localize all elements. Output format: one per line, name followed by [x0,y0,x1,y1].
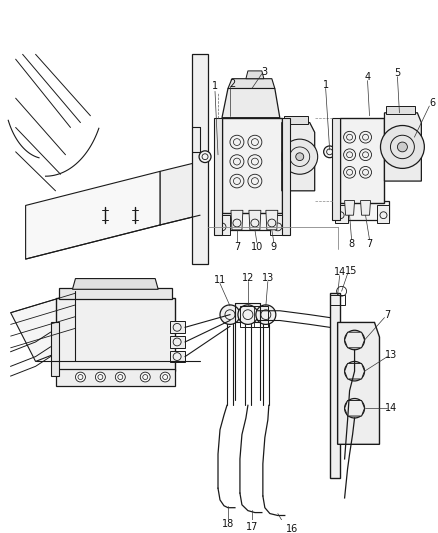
Polygon shape [59,288,172,299]
Polygon shape [170,321,185,333]
Text: 2: 2 [229,78,235,88]
Text: 5: 5 [394,68,401,78]
Text: 6: 6 [429,98,435,108]
Text: 18: 18 [222,519,234,529]
Polygon shape [330,293,339,479]
Circle shape [282,139,318,174]
Text: 7: 7 [384,310,391,320]
Polygon shape [345,364,364,379]
Circle shape [381,125,424,168]
Text: 16: 16 [286,524,298,533]
Text: 11: 11 [214,274,226,285]
Text: 7: 7 [367,239,373,249]
Text: 4: 4 [364,72,371,82]
Polygon shape [222,88,280,118]
Polygon shape [222,118,282,213]
Circle shape [296,153,304,160]
Polygon shape [246,71,264,79]
Polygon shape [335,200,389,220]
Text: 1: 1 [323,79,329,90]
Polygon shape [170,351,185,362]
Circle shape [160,372,170,382]
Polygon shape [214,118,222,235]
Polygon shape [160,161,200,225]
Polygon shape [345,332,364,348]
Circle shape [324,146,336,158]
Text: 14: 14 [333,266,346,277]
Circle shape [345,399,364,418]
Polygon shape [335,205,348,223]
Text: 13: 13 [262,272,274,282]
Polygon shape [338,322,379,445]
Circle shape [256,305,276,325]
Polygon shape [282,123,314,191]
Polygon shape [332,118,339,220]
Polygon shape [228,79,275,88]
Polygon shape [284,116,308,124]
Polygon shape [56,298,175,371]
Polygon shape [50,322,59,376]
Polygon shape [386,106,415,114]
Text: 15: 15 [346,266,358,276]
Polygon shape [11,293,85,361]
Polygon shape [215,211,285,230]
Text: 14: 14 [385,403,398,413]
Polygon shape [270,215,285,235]
Text: 17: 17 [246,522,258,532]
Circle shape [115,372,125,382]
Text: 7: 7 [234,243,240,252]
Polygon shape [345,200,355,215]
Text: 10: 10 [251,243,263,252]
Polygon shape [170,336,185,348]
Text: 9: 9 [271,243,277,252]
Text: 13: 13 [385,350,398,360]
Text: 1: 1 [212,82,218,92]
Circle shape [140,372,150,382]
Polygon shape [249,211,261,230]
Polygon shape [345,400,364,416]
Circle shape [95,372,106,382]
Polygon shape [266,211,278,230]
Polygon shape [385,113,421,181]
Circle shape [220,305,240,325]
Polygon shape [282,118,290,235]
Circle shape [199,151,211,163]
Polygon shape [215,215,230,235]
Circle shape [75,372,85,382]
Text: 8: 8 [349,239,355,249]
Circle shape [345,361,364,381]
Circle shape [345,330,364,350]
Polygon shape [360,200,371,215]
Polygon shape [378,205,389,223]
Polygon shape [235,303,260,322]
Text: 3: 3 [262,67,268,77]
Circle shape [238,305,258,325]
Text: 12: 12 [242,272,254,282]
Polygon shape [72,279,158,289]
Circle shape [397,142,407,152]
Polygon shape [339,118,385,203]
Polygon shape [56,369,175,386]
Polygon shape [25,171,160,259]
Polygon shape [231,211,243,230]
Polygon shape [192,54,208,264]
